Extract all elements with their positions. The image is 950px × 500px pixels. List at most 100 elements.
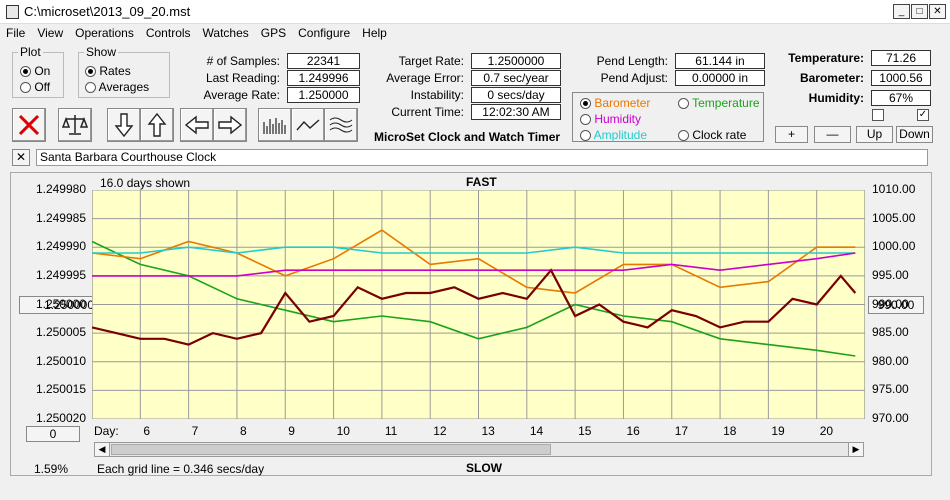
- temperature-label: Temperature:: [788, 51, 864, 65]
- left-tick-label: 1.249985: [35, 210, 86, 225]
- show-rates-radio[interactable]: [85, 66, 96, 78]
- right-tick-label: 980.00: [872, 353, 909, 368]
- show-rates-option[interactable]: Rates: [85, 64, 131, 78]
- last-reading-value: 1.249996: [287, 70, 360, 86]
- x-tick-label: 6: [143, 424, 150, 438]
- chart-scrollbar[interactable]: ◀ ▶: [94, 442, 864, 457]
- day-axis-label: Day:: [94, 424, 119, 438]
- target-rate-label: Target Rate:: [398, 54, 464, 68]
- right-tick-label: 1005.00: [872, 210, 916, 225]
- right-tick-label: 990.00: [872, 296, 909, 311]
- grid-note: Each grid line = 0.346 secs/day: [97, 462, 265, 476]
- zero-button[interactable]: 0: [26, 426, 80, 442]
- up-button[interactable]: Up: [856, 126, 893, 143]
- menu-help[interactable]: Help: [362, 26, 387, 40]
- days-shown-label: 16.0 days shown: [100, 176, 191, 190]
- right-tick-label: 975.00: [872, 382, 909, 397]
- line-view-button[interactable]: [291, 108, 325, 142]
- plot-off-radio[interactable]: [20, 82, 31, 94]
- close-window-button[interactable]: ✕: [929, 4, 946, 19]
- series-amplitude[interactable]: Amplitude: [580, 128, 647, 142]
- minus-button[interactable]: —: [814, 126, 851, 143]
- average-error-value: 0.7 sec/year: [471, 70, 561, 86]
- menu-view[interactable]: View: [37, 26, 64, 40]
- x-tick-label: 17: [674, 424, 689, 438]
- series-barometer[interactable]: Barometer: [580, 96, 650, 110]
- series-temperature[interactable]: Temperature: [678, 96, 760, 110]
- amplitude-option-label: Amplitude: [593, 128, 648, 142]
- right-checkbox[interactable]: ✓: [917, 109, 929, 121]
- series-selector: [572, 92, 764, 142]
- arrow-left-button[interactable]: [180, 108, 214, 142]
- x-tick-label: 7: [191, 424, 199, 438]
- menu-operations[interactable]: Operations: [75, 26, 134, 40]
- chart-plot: [92, 190, 865, 419]
- plot-group-title: Plot: [18, 45, 43, 59]
- average-rate-value: 1.250000: [287, 87, 360, 103]
- right-tick-label: 970.00: [872, 411, 909, 425]
- close-description-button[interactable]: ✕: [12, 149, 30, 166]
- instability-value: 0 secs/day: [471, 87, 561, 103]
- current-time-value: 12:02:30 AM: [471, 104, 561, 120]
- right-scale-button[interactable]: 990.00: [868, 296, 924, 314]
- menu-controls[interactable]: Controls: [145, 26, 191, 40]
- red-x-icon: [18, 114, 40, 136]
- wave-view-button[interactable]: [324, 108, 358, 142]
- amplitude-radio[interactable]: [580, 130, 591, 142]
- left-tick-label: 1.249990: [35, 239, 86, 254]
- left-tick-label: 1.250000: [35, 296, 86, 311]
- plot-on-radio[interactable]: [20, 66, 31, 78]
- arrow-down-icon: [114, 113, 134, 138]
- line-graph-icon: [296, 119, 320, 131]
- menu-configure[interactable]: Configure: [298, 26, 351, 40]
- clear-button[interactable]: [12, 108, 46, 142]
- barometer-radio[interactable]: [580, 98, 591, 110]
- arrow-left-icon: [184, 115, 209, 135]
- bars-view-button[interactable]: [258, 108, 292, 142]
- show-group: [78, 52, 170, 98]
- humidity-label: Humidity:: [808, 91, 864, 105]
- barometer-label: Barometer:: [799, 71, 864, 85]
- plot-off-option[interactable]: Off: [20, 80, 50, 94]
- right-tick-label: 1000.00: [872, 239, 916, 254]
- show-averages-option[interactable]: Averages: [85, 80, 149, 94]
- left-tick-label: 1.249980: [35, 182, 86, 196]
- maximize-button[interactable]: □: [911, 4, 928, 19]
- right-tick-label: 985.00: [872, 325, 909, 340]
- humidity-radio[interactable]: [580, 114, 591, 126]
- balance-button[interactable]: [58, 108, 92, 142]
- series-humidity[interactable]: Humidity: [580, 112, 641, 126]
- right-tick-label: 995.00: [872, 267, 909, 282]
- barometer-value: 1000.56: [871, 70, 931, 86]
- arrow-up-button[interactable]: [140, 108, 174, 142]
- left-tick-label: 1.250005: [35, 325, 86, 340]
- menu-file[interactable]: File: [6, 26, 26, 40]
- description-field[interactable]: Santa Barbara Courthouse Clock: [36, 149, 928, 166]
- last-reading-label: Last Reading:: [205, 71, 280, 85]
- bar-histogram-icon: [263, 118, 286, 134]
- app-caption: MicroSet Clock and Watch Timer: [374, 130, 561, 144]
- temperature-radio[interactable]: [678, 98, 689, 110]
- left-checkbox[interactable]: [872, 109, 884, 121]
- pend-adjust-label: Pend Adjust:: [600, 71, 668, 85]
- arrow-down-button[interactable]: [107, 108, 141, 142]
- menu-bar: File View Operations Controls Watches GPS Conf…: [0, 24, 950, 42]
- down-button[interactable]: Down: [896, 126, 933, 143]
- menu-watches[interactable]: Watches: [202, 26, 249, 40]
- pend-length-value: 61.144 in: [675, 53, 765, 69]
- scroll-thumb[interactable]: [111, 444, 551, 455]
- samples-label: # of Samples:: [206, 54, 280, 68]
- series-clock-rate[interactable]: Clock rate: [678, 128, 746, 142]
- arrow-right-button[interactable]: [213, 108, 247, 142]
- clock-rate-radio[interactable]: [678, 130, 689, 142]
- minimize-button[interactable]: _: [893, 4, 910, 19]
- scroll-right-icon[interactable]: ▶: [848, 443, 863, 456]
- series-line-amplitude: [92, 246, 856, 254]
- scroll-left-icon[interactable]: ◀: [95, 443, 110, 456]
- plus-button[interactable]: +: [775, 126, 808, 143]
- menu-gps[interactable]: GPS: [260, 26, 287, 40]
- plot-on-option[interactable]: On: [20, 64, 50, 78]
- x-tick-label: 11: [384, 424, 398, 438]
- pend-length-label: Pend Length:: [596, 54, 668, 68]
- show-averages-radio[interactable]: [85, 82, 96, 94]
